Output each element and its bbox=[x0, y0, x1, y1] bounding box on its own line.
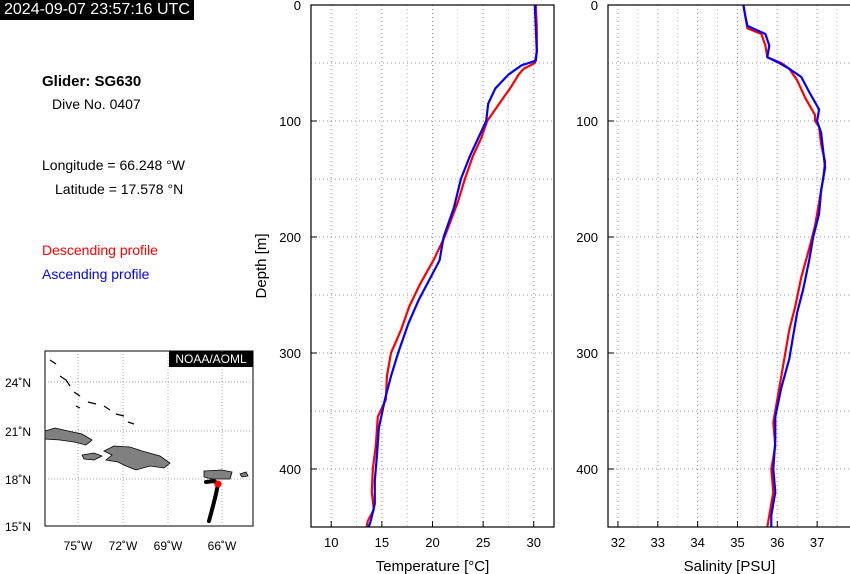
map-lat-label-3: 15˚N bbox=[5, 520, 31, 534]
hispaniola bbox=[103, 445, 171, 471]
map-lon-label-3: 66˚W bbox=[208, 539, 237, 553]
latitude: Latitude = 17.578 °N bbox=[55, 181, 184, 197]
temp-ytick-label-2: 200 bbox=[279, 230, 301, 245]
legend-ascending: Ascending profile bbox=[42, 266, 150, 282]
temp-ytick-label-0: 0 bbox=[294, 0, 301, 13]
glider-name: Glider: SG630 bbox=[42, 73, 142, 90]
dive-number: Dive No. 0407 bbox=[52, 96, 141, 112]
map-islands bbox=[49, 359, 135, 425]
sal-xtick-label-4: 36 bbox=[770, 535, 784, 550]
map-lon-label-1: 72˚W bbox=[109, 539, 138, 553]
sal-ytick-label-1: 100 bbox=[576, 114, 598, 129]
map-lat-label-2: 18˚N bbox=[5, 473, 31, 487]
islet bbox=[239, 471, 249, 478]
legend-descending: Descending profile bbox=[42, 242, 158, 258]
location-map: NOAA/AOML 24˚N 21˚N 18˚N 15˚N 75˚W 72˚W … bbox=[5, 350, 254, 553]
sal-series-ascending bbox=[742, 4, 827, 527]
cuba bbox=[44, 427, 93, 446]
temp-xtick-label-2: 20 bbox=[425, 535, 439, 550]
map-lon-label-0: 75˚W bbox=[64, 539, 93, 553]
sal-xtick-label-0: 32 bbox=[611, 535, 625, 550]
sal-xlabel: Salinity [PSU] bbox=[684, 558, 776, 574]
temp-xtick-label-3: 25 bbox=[476, 535, 490, 550]
temp-series-descending bbox=[365, 4, 538, 528]
temp-ytick-label-3: 300 bbox=[279, 346, 301, 361]
temp-series-ascending bbox=[367, 4, 538, 528]
temp-xlabel: Temperature [°C] bbox=[376, 558, 490, 574]
sal-xtick-label-3: 35 bbox=[730, 535, 744, 550]
sal-ytick-label-0: 0 bbox=[591, 0, 598, 13]
sal-ytick-label-3: 300 bbox=[576, 346, 598, 361]
temp-ytick-label-1: 100 bbox=[279, 114, 301, 129]
map-lat-label-1: 21˚N bbox=[5, 425, 31, 439]
sal-xtick-label-5: 37 bbox=[810, 535, 824, 550]
map-lat-label-0: 24˚N bbox=[5, 376, 31, 390]
temp-ylabel: Depth [m] bbox=[253, 233, 270, 298]
temp-frame bbox=[310, 4, 555, 528]
puerto-rico bbox=[203, 469, 233, 480]
sal-xtick-label-1: 33 bbox=[651, 535, 665, 550]
map-land bbox=[44, 427, 249, 480]
sal-series-descending bbox=[742, 4, 827, 528]
longitude: Longitude = 66.248 °W bbox=[42, 157, 185, 173]
temp-ytick-label-4: 400 bbox=[279, 462, 301, 477]
glider-track bbox=[204, 478, 221, 523]
sal-xtick-label-2: 34 bbox=[690, 535, 704, 550]
glider-position bbox=[214, 480, 222, 488]
map-credit-box bbox=[169, 351, 253, 367]
map-credit: NOAA/AOML bbox=[175, 352, 247, 366]
temp-xtick-label-4: 30 bbox=[527, 535, 541, 550]
sal-frame bbox=[607, 4, 850, 528]
sal-ytick-label-2: 200 bbox=[576, 230, 598, 245]
temp-xtick-label-1: 15 bbox=[375, 535, 389, 550]
map-lon-label-2: 69˚W bbox=[154, 539, 183, 553]
jamaica bbox=[81, 452, 103, 461]
temp-xtick-label-0: 10 bbox=[324, 535, 338, 550]
sal-ytick-label-4: 400 bbox=[576, 462, 598, 477]
timestamp: 2024-09-07 23:57:16 UTC bbox=[0, 0, 194, 20]
